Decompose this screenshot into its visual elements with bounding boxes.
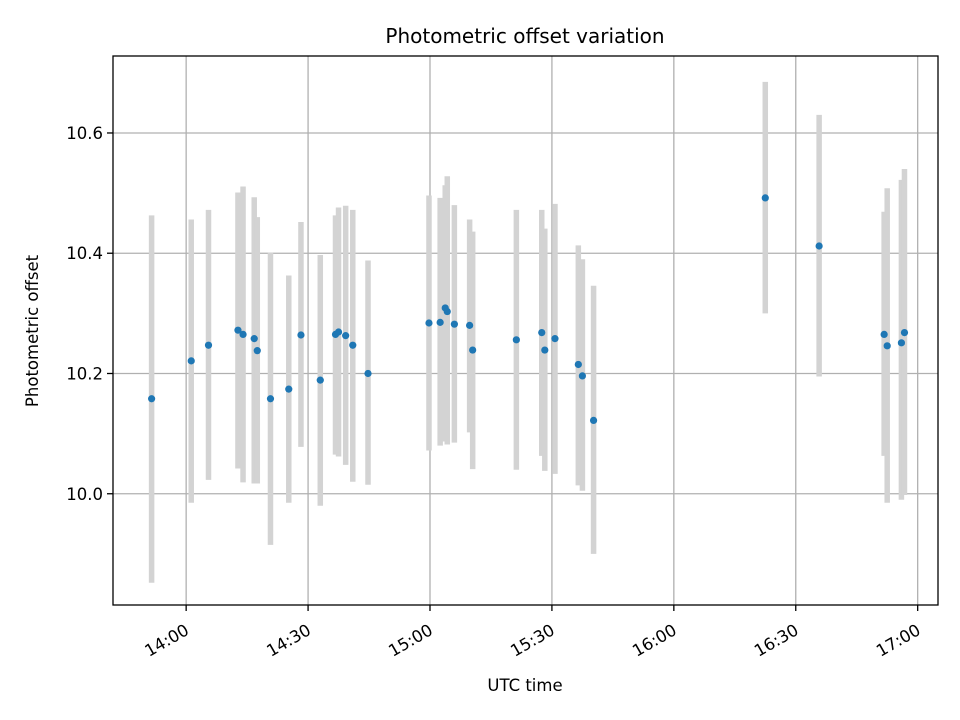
- data-point: [266, 395, 275, 403]
- data-point: [250, 335, 258, 343]
- data-point: [285, 385, 293, 393]
- data-point: [883, 342, 891, 350]
- data-point: [253, 347, 261, 355]
- y-axis-label: Photometric offset: [23, 254, 42, 407]
- data-point: [349, 341, 357, 349]
- y-tick-label: 10.4: [66, 244, 103, 263]
- data-point: [297, 331, 305, 339]
- data-point: [450, 320, 458, 328]
- data-point: [900, 329, 909, 337]
- data-point: [204, 341, 213, 349]
- data-points: [148, 194, 909, 424]
- data-point: [541, 346, 549, 354]
- data-point: [880, 330, 888, 339]
- y-tick-label: 10.0: [66, 485, 103, 504]
- y-tick-label: 10.6: [66, 124, 103, 143]
- data-point: [316, 376, 324, 384]
- data-point: [425, 319, 433, 327]
- data-point: [187, 357, 195, 365]
- data-point: [334, 328, 343, 336]
- data-point: [469, 346, 477, 354]
- plot-area: [112, 55, 939, 606]
- x-axis-label: UTC time: [487, 676, 562, 695]
- data-point: [466, 321, 474, 329]
- data-point: [342, 332, 350, 340]
- data-point: [551, 335, 559, 343]
- data-point: [239, 330, 247, 339]
- grid: [113, 56, 938, 605]
- data-point: [589, 416, 598, 424]
- data-point: [148, 395, 156, 403]
- data-point: [443, 307, 451, 316]
- data-point: [234, 326, 242, 334]
- data-point: [578, 372, 586, 380]
- y-tick-label: 10.2: [66, 364, 103, 383]
- data-point: [897, 339, 906, 347]
- data-point: [512, 336, 520, 344]
- data-point: [364, 369, 372, 378]
- data-point: [574, 360, 582, 369]
- data-point: [815, 242, 823, 250]
- data-point: [761, 194, 769, 202]
- chart-title: Photometric offset variation: [385, 24, 664, 48]
- data-point: [538, 329, 546, 337]
- data-point: [436, 318, 444, 326]
